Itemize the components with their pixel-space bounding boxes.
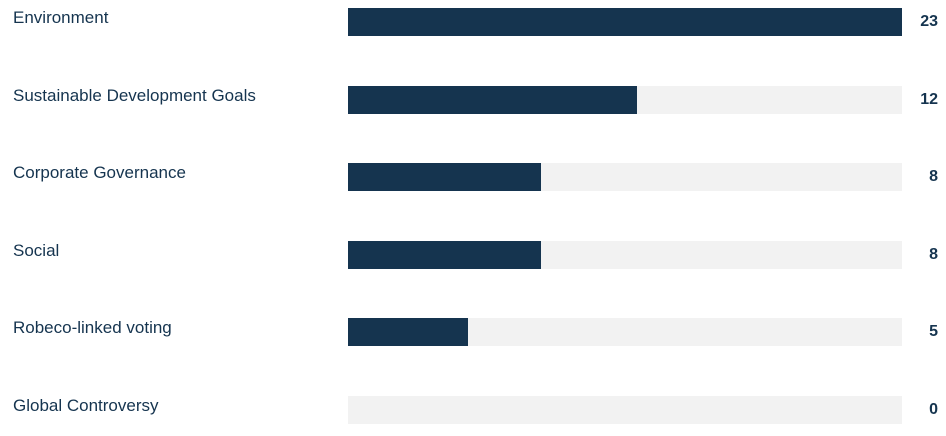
bar-track: [348, 8, 902, 36]
bar-track: [348, 240, 902, 269]
horizontal-bar-chart: Environment 23 Sustainable Development Goa…: [0, 8, 946, 424]
category-label: Global Controversy: [13, 395, 159, 415]
bar-row: Global Controversy 0: [0, 395, 946, 436]
bar-row: Sustainable Development Goals 12: [0, 85, 946, 126]
bar: [348, 163, 541, 191]
category-label: Social: [13, 240, 60, 260]
bar: [348, 85, 637, 114]
category-label: Environment: [13, 8, 109, 27]
value-label: 8: [929, 168, 938, 185]
bar-track: [348, 85, 902, 114]
bar-track: [348, 395, 902, 424]
bar-track: [348, 318, 902, 346]
bar-row: Social 8: [0, 240, 946, 281]
category-label: Sustainable Development Goals: [13, 85, 256, 105]
bar-row: Environment 23: [0, 8, 946, 48]
value-label: 12: [920, 90, 938, 108]
value-label: 5: [929, 323, 938, 340]
value-label: 8: [929, 245, 938, 263]
bar-track: [348, 163, 902, 191]
bar: [348, 240, 541, 269]
bar: [348, 8, 902, 36]
bar: [348, 318, 468, 346]
value-label: 23: [920, 13, 938, 30]
category-label: Corporate Governance: [13, 163, 186, 182]
bar-row: Robeco-linked voting 5: [0, 318, 946, 358]
bar-row: Corporate Governance 8: [0, 163, 946, 203]
category-label: Robeco-linked voting: [13, 318, 172, 337]
value-label: 0: [929, 400, 938, 418]
